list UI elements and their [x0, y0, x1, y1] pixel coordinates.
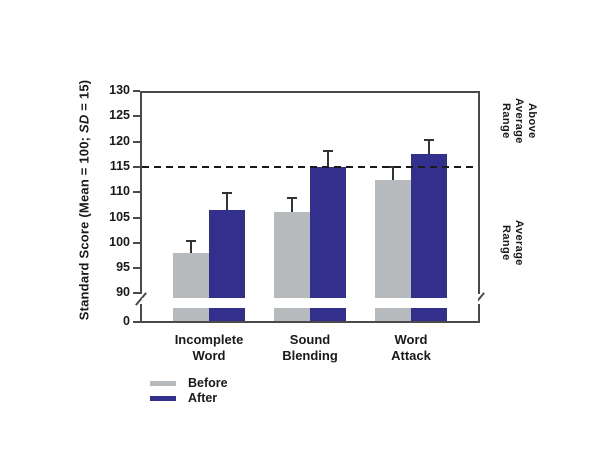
y-tick-label-95: 95 — [116, 260, 130, 275]
bar-after-1-below-break — [310, 308, 346, 321]
legend-label-after: After — [188, 391, 218, 405]
y-tick-label-130: 130 — [109, 83, 130, 97]
y-axis-title-suffix: = 15) — [76, 79, 92, 115]
error-bar-cap-before-0 — [186, 240, 196, 243]
range-label-1: Average Range — [500, 220, 525, 266]
error-bar-cap-after-2 — [424, 139, 434, 142]
error-bar-cap-after-0 — [222, 192, 232, 195]
y-tick-label-125: 125 — [109, 108, 130, 123]
bar-before-0-below-break — [173, 308, 209, 321]
y-axis-title-text: Standard Score (Mean = 100; — [76, 132, 92, 321]
plot-top-border — [140, 91, 480, 93]
reference-line-115 — [142, 165, 478, 168]
error-bar-stem-after-0 — [226, 192, 228, 210]
error-bar-stem-before-2 — [392, 165, 394, 180]
error-bar-stem-after-2 — [428, 139, 430, 155]
error-bar-stem-before-1 — [291, 197, 293, 213]
bar-before-0 — [173, 252, 209, 298]
y-axis-line-lower — [140, 304, 142, 323]
bar-before-2 — [375, 179, 411, 298]
legend: Before After — [150, 376, 228, 406]
y-tick-mark-130 — [133, 90, 140, 92]
y-tick-label-110: 110 — [109, 184, 130, 199]
y-tick-mark-110 — [133, 191, 140, 194]
y-tick-mark-115 — [133, 165, 140, 168]
y-tick-mark-90 — [133, 292, 140, 295]
y-tick-mark-0 — [133, 321, 140, 323]
y-tick-label-105: 105 — [109, 209, 130, 224]
error-bar-cap-before-1 — [287, 197, 297, 200]
y-tick-label-100: 100 — [109, 234, 130, 249]
bar-before-1 — [274, 212, 310, 298]
legend-label-before: Before — [188, 376, 228, 390]
category-label-0: Incomplete Word — [174, 332, 244, 363]
y-axis-title: Standard Score (Mean = 100; SD = 15) — [77, 80, 92, 321]
bar-after-2 — [411, 154, 447, 298]
axis-break-band — [142, 298, 478, 308]
legend-swatch-before — [150, 381, 176, 386]
right-axis-line-upper — [478, 91, 480, 294]
y-tick-label-120: 120 — [109, 133, 130, 148]
range-label-0: Above Average Range — [500, 98, 538, 144]
bar-after-1 — [310, 166, 346, 298]
error-bar-stem-before-0 — [190, 240, 192, 253]
bar-after-0 — [209, 209, 245, 298]
plot-area — [135, 91, 485, 323]
y-tick-mark-105 — [133, 216, 140, 219]
y-tick-label-115: 115 — [109, 158, 130, 173]
y-axis-line-upper — [140, 91, 142, 294]
category-label-2: Word Attack — [391, 332, 431, 363]
y-axis-title-italic-sd: SD — [76, 114, 92, 133]
y-tick-label-90: 90 — [116, 285, 130, 300]
legend-item-before: Before — [150, 376, 228, 391]
legend-item-after: After — [150, 391, 228, 406]
error-bar-cap-after-1 — [323, 150, 333, 153]
y-tick-mark-100 — [133, 241, 140, 244]
y-tick-label-0: 0 — [123, 314, 130, 328]
legend-swatch-after — [150, 396, 176, 401]
x-axis-line — [140, 321, 480, 323]
y-tick-mark-95 — [133, 267, 140, 270]
category-label-1: Sound Blending — [282, 332, 338, 363]
right-axis-line-lower — [478, 304, 480, 323]
y-tick-mark-120 — [133, 140, 140, 143]
bar-before-2-below-break — [375, 308, 411, 321]
bar-after-0-below-break — [209, 308, 245, 321]
bar-before-1-below-break — [274, 308, 310, 321]
error-bar-stem-after-1 — [327, 150, 329, 167]
y-tick-mark-125 — [133, 115, 140, 118]
bar-after-2-below-break — [411, 308, 447, 321]
